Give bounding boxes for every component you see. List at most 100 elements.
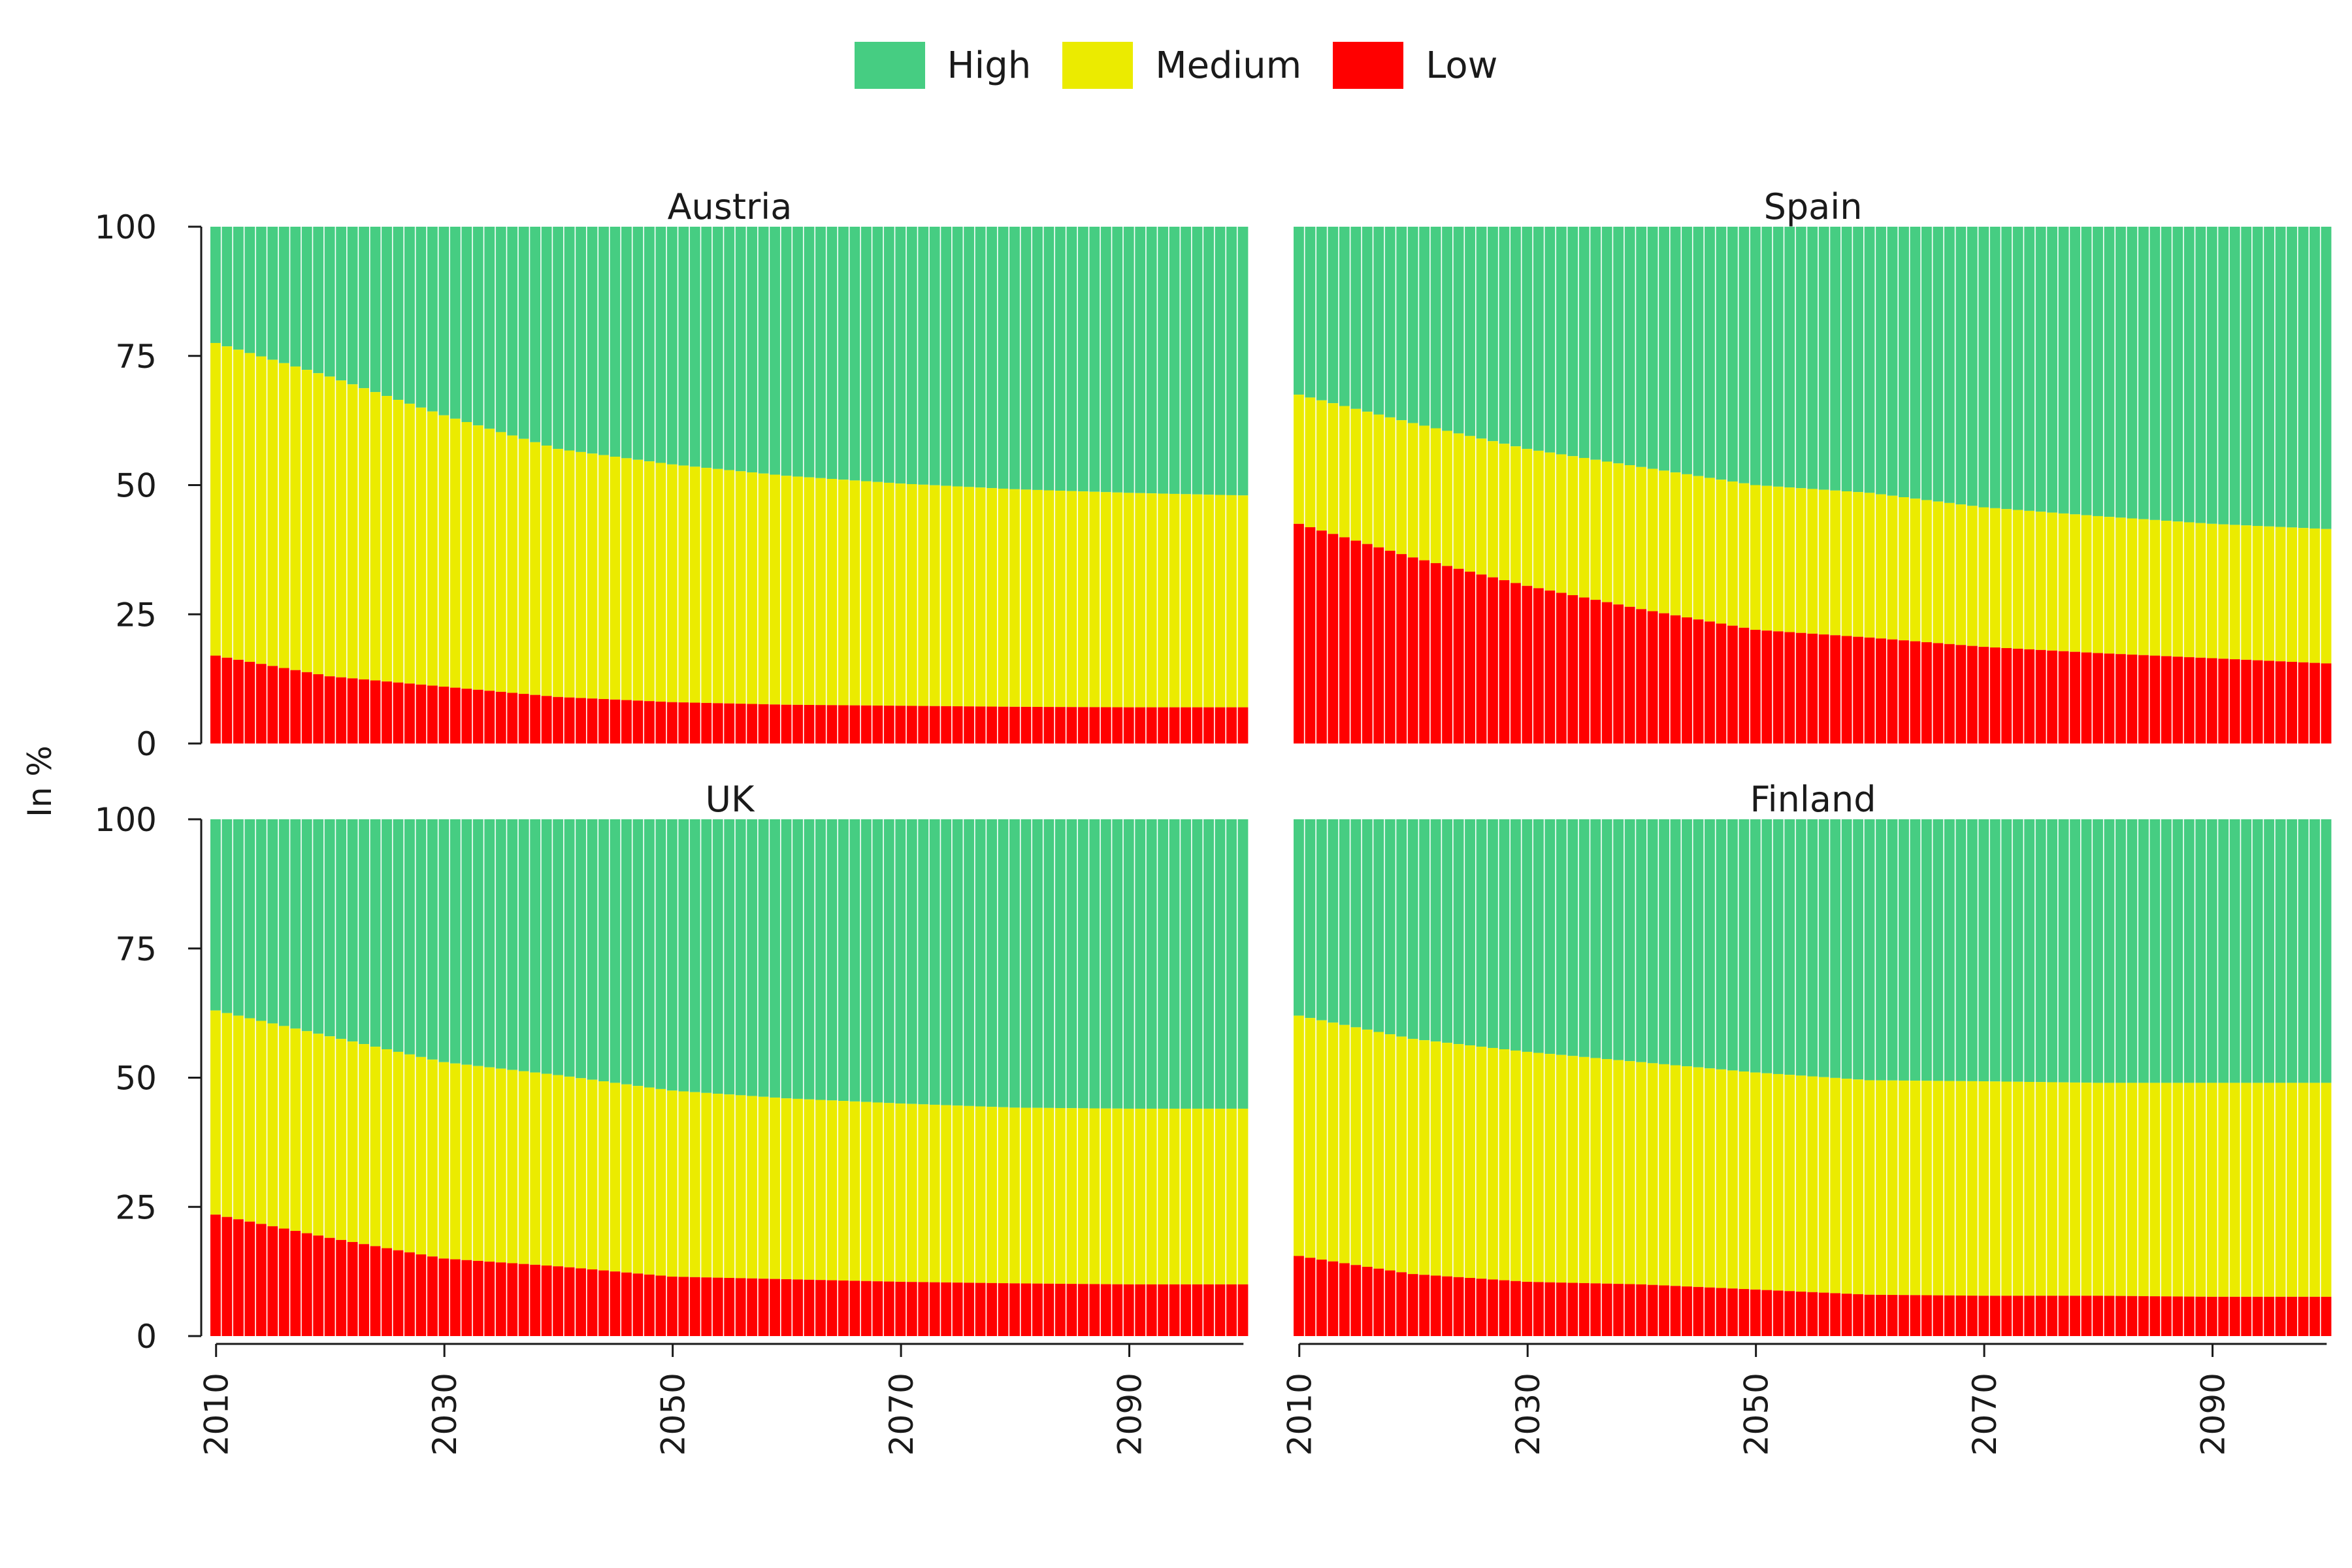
bar-low [1419,1275,1430,1336]
bar-low [895,1281,906,1336]
bar-medium [1146,1108,1157,1284]
bar-low [461,1260,472,1336]
bar-low [2001,1296,2012,1336]
bar-medium [1384,417,1396,551]
bar-high [564,227,575,451]
bar-high [1910,819,1921,1081]
bar-low [564,697,575,743]
bar-high [553,819,564,1075]
bar-medium [2138,1083,2149,1296]
bar-high [2104,227,2115,517]
bar-high [758,819,769,1097]
bar-low [1009,1283,1020,1336]
bar-high [449,819,461,1064]
bar-medium [1169,493,1180,708]
bar-medium [393,399,404,683]
bar-high [1362,227,1373,412]
bar-high [826,227,838,480]
bar-medium [1590,459,1601,600]
bar-medium [1578,457,1590,598]
bar-low [1910,641,1921,743]
bar-medium [1453,1044,1464,1277]
bar-high [770,227,781,475]
bar-medium [1784,487,1795,632]
bar-low [255,1224,267,1336]
bar-medium [1864,493,1875,638]
bar-low [883,706,894,743]
bar-high [507,819,518,1070]
bar-high [1158,819,1169,1109]
bar-medium [2035,512,2046,650]
bar-high [781,819,792,1099]
bar-high [1818,819,1829,1077]
bar-high [666,819,678,1091]
bar-high [1818,227,1829,490]
bar-medium [598,1081,609,1271]
bar-low [1864,637,1875,743]
bar-high [313,819,324,1034]
bar-medium [1112,1108,1123,1284]
bar-high [1294,227,1304,395]
bar-medium [1066,1108,1077,1284]
bar-low [2218,1296,2229,1336]
bar-low [416,1254,427,1336]
bar-low [587,698,598,743]
bar-high [1910,227,1921,499]
bar-medium [484,1067,495,1262]
bar-medium [1089,1108,1100,1284]
bar-high [2115,819,2126,1083]
bar-medium [1510,1050,1521,1281]
bar-low [975,706,986,743]
bar-high [1876,227,1886,495]
bar-medium [1192,1108,1203,1284]
bar-low [1158,707,1169,743]
bar-low [1021,1283,1032,1336]
bar-low [678,1277,689,1336]
bar-high [689,819,700,1092]
bar-high [255,819,267,1021]
panel-title: Austria [668,186,792,227]
bar-high [1624,227,1635,466]
bar-medium [404,403,415,684]
bar-high [1203,227,1214,495]
bar-medium [1647,1063,1658,1285]
bar-medium [2035,1082,2046,1296]
bar-high [1384,227,1396,417]
bar-high [313,227,324,374]
bar-high [849,227,860,481]
bar-medium [2138,519,2149,655]
bar-high [1465,227,1475,436]
bar-high [929,819,940,1105]
bar-medium [747,472,758,704]
bar-low [1659,1285,1669,1336]
bar-medium [221,1013,233,1217]
bar-medium [2127,1083,2138,1296]
bar-high [1169,227,1180,494]
bar-low [2001,647,2012,743]
bar-low [2058,1296,2069,1336]
bar-medium [1123,1108,1134,1284]
bar-low [416,684,427,743]
bar-medium [359,1044,370,1245]
bar-medium [1146,493,1157,708]
bar-low [347,678,358,743]
bar-medium [883,482,894,706]
bar-low [2070,651,2081,743]
bar-medium [1590,1058,1601,1284]
bar-high [1305,227,1316,398]
bar-low [1430,563,1441,743]
bar-medium [1795,1075,1806,1292]
bar-low [438,1258,449,1336]
bar-low [1556,593,1567,743]
bar-medium [678,1091,689,1277]
bar-high [2081,819,2092,1083]
bar-medium [2104,1083,2115,1296]
bar-medium [987,488,998,707]
bar-low [1442,1276,1453,1336]
bar-medium [2206,523,2217,659]
bar-high [2161,819,2172,1083]
bar-low [1670,1286,1681,1336]
bar-high [2058,819,2069,1083]
bar-low [221,657,233,743]
bar-medium [393,1051,404,1250]
